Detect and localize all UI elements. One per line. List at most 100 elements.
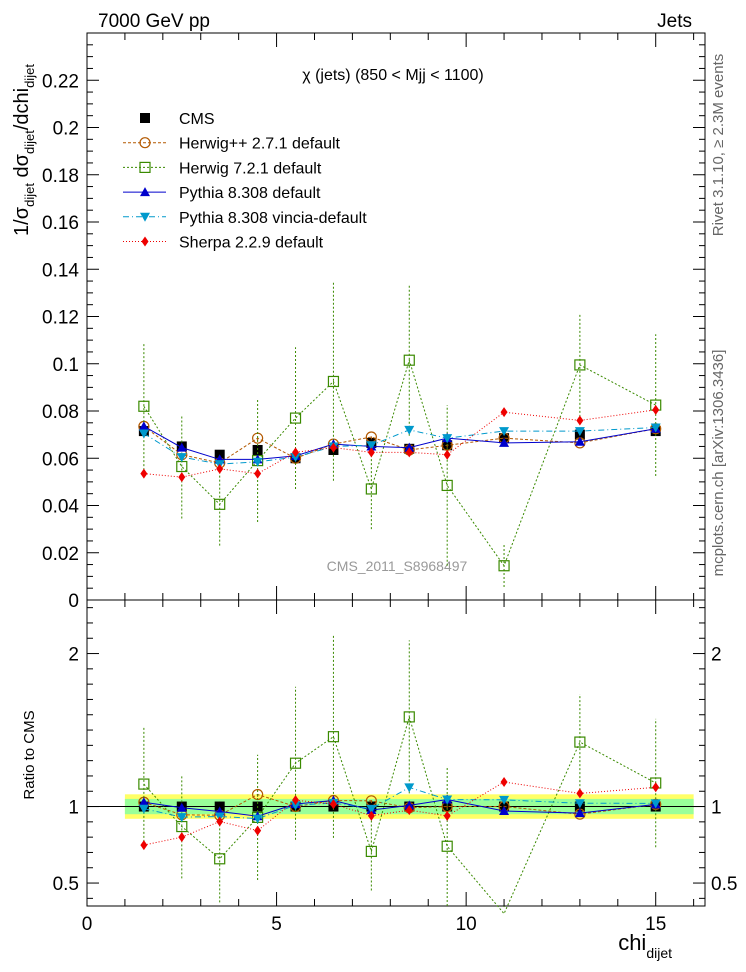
ratio-point [442, 795, 453, 805]
ratio-y-tick-label: 0.5 [53, 874, 79, 895]
ratio-point [140, 840, 148, 851]
data-point [290, 453, 301, 463]
legend-marker [140, 113, 150, 123]
ratio-point [138, 778, 150, 790]
ratio-y-tick-label-right: 0.5 [711, 874, 737, 895]
ratio-point [214, 853, 226, 865]
rivet-label: Rivet 3.1.10, ≥ 2.3M events [710, 54, 727, 237]
legend-marker [139, 137, 151, 149]
data-point [404, 442, 415, 452]
ratio-y-tick-label-right: 2 [711, 645, 722, 666]
main-y-tick-label: 0.06 [42, 449, 79, 470]
ratio-point [576, 788, 584, 799]
data-point [650, 423, 661, 433]
data-point [652, 404, 660, 415]
legend-label: Pythia 8.308 default [179, 185, 321, 202]
data-point [289, 412, 302, 424]
main-y-tick-label: 0.12 [42, 308, 79, 329]
ratio-point [441, 840, 453, 852]
data-point [441, 479, 453, 492]
data-point [178, 472, 186, 483]
ratio-series-5 [140, 776, 660, 851]
main-y-tick-label: 0.22 [42, 71, 79, 92]
data-point [329, 442, 337, 453]
legend-marker [141, 236, 149, 247]
ratio-point [176, 802, 187, 812]
data-point [442, 434, 453, 444]
data-point [366, 441, 377, 451]
ratio-point [327, 731, 340, 743]
data-point [254, 468, 262, 479]
ratio-y-tick-label: 2 [68, 645, 79, 666]
series-line [143, 358, 656, 567]
x-tick-label: 0 [82, 914, 93, 935]
ratio-point [254, 825, 262, 836]
ratio-series-2 [138, 635, 662, 915]
main-y-tick-label: 0.02 [42, 544, 79, 565]
energy-label: 7000 GeV pp [98, 11, 210, 32]
ratio-point [404, 783, 415, 793]
ratio-series-layer [138, 635, 662, 915]
main-y-tick-label: 0 [68, 591, 79, 612]
ratio-point [289, 757, 302, 769]
data-point [574, 359, 586, 371]
legend-label: CMS [179, 111, 215, 128]
ratio-point [252, 814, 263, 824]
ratio-point [499, 795, 510, 805]
series-line [143, 425, 656, 460]
main-y-axis: 0 0.02 0.04 0.06 0.08 0.1 0.12 0.14 0.16 0.18 0.2 0… [42, 32, 705, 612]
legend-label: Herwig 7.2.1 default [179, 160, 322, 177]
data-point [214, 498, 226, 510]
data-point [574, 427, 585, 437]
ratio-y-tick-label-right: 1 [711, 798, 722, 819]
ratio-point [329, 799, 337, 810]
data-point [216, 463, 224, 474]
series-4 [138, 423, 661, 470]
x-tick-label: 10 [456, 914, 477, 935]
data-point [367, 447, 375, 458]
ratio-point [176, 813, 187, 823]
data-point [499, 427, 510, 437]
main-y-tick-label: 0.2 [53, 119, 79, 140]
main-y-axis-label: 1/σdijet dσdijet/dchidijet [11, 64, 37, 236]
data-point [365, 483, 377, 495]
ratio-point [499, 806, 510, 816]
ratio-point [405, 805, 413, 816]
ratio-point [138, 797, 149, 807]
ratio-point [216, 816, 224, 827]
legend-label: Pythia 8.308 vincia-default [179, 210, 367, 227]
main-series-layer [138, 282, 662, 588]
data-point [138, 429, 149, 439]
main-y-tick-label: 0.14 [42, 260, 79, 281]
data-point [138, 421, 149, 431]
main-y-tick-label: 0.16 [42, 213, 79, 234]
data-point [138, 400, 150, 412]
ratio-point [366, 804, 377, 814]
data-point [140, 468, 148, 479]
main-y-tick-label: 0.08 [42, 402, 79, 423]
ratio-point [443, 810, 451, 821]
legend-marker [139, 161, 151, 173]
data-point [292, 447, 300, 458]
ratio-point [290, 801, 301, 811]
series-5 [140, 404, 660, 483]
legend-marker [140, 187, 150, 197]
data-point [498, 560, 510, 572]
legend-label: Sherpa 2.2.9 default [179, 235, 324, 252]
ratio-point [403, 711, 415, 723]
x-axis: 0 5 10 15 [82, 33, 695, 935]
svg-text:1/σdijet dσdijet/dchidijet: 1/σdijet dσdijet/dchidijet [11, 64, 37, 236]
data-point [404, 425, 415, 435]
ratio-series-line [143, 786, 656, 820]
ratio-point [574, 808, 585, 818]
main-y-tick-label: 0.1 [53, 355, 79, 376]
x-tick-label: 5 [271, 914, 282, 935]
ratio-point [404, 800, 415, 810]
ratio-point [574, 799, 585, 809]
ratio-point [367, 810, 375, 821]
ratio-point [292, 795, 300, 806]
legend-marker [140, 212, 150, 222]
process-label: Jets [657, 11, 692, 32]
data-point [500, 407, 508, 418]
